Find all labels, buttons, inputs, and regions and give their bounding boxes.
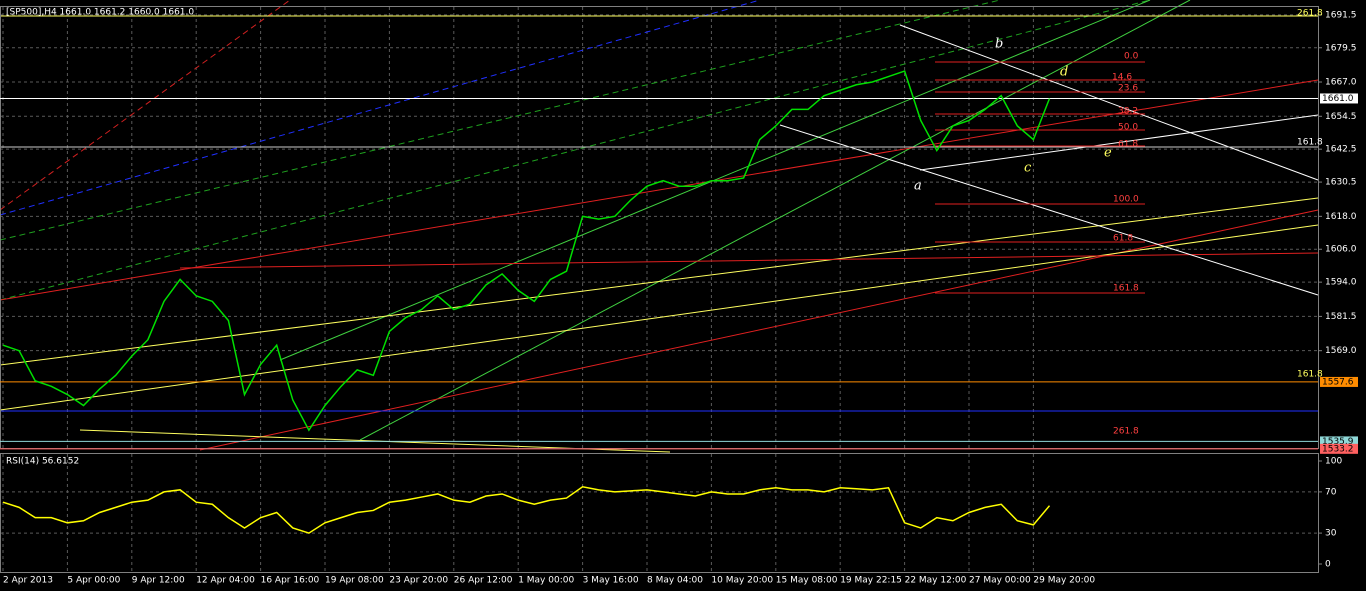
price-label-box: [1320, 436, 1358, 447]
price-label-box: [1320, 443, 1358, 454]
x-tick-label: 12 Apr 04:00: [196, 576, 255, 586]
y-tick-label: 1606.0: [1325, 245, 1357, 255]
x-tick-label: 5 Apr 00:00: [67, 576, 120, 586]
y-tick-label: 1594.0: [1325, 278, 1357, 288]
x-tick-label: 16 Apr 16:00: [261, 576, 320, 586]
x-tick-label: 15 May 08:00: [776, 576, 838, 586]
price-label: 1533.2: [1322, 444, 1354, 454]
rsi-y-tick-label: 30: [1325, 529, 1337, 539]
trendline: [199, 209, 1319, 451]
x-tick-label: 19 Apr 08:00: [325, 576, 384, 586]
trendline: [0, 79, 1319, 301]
x-tick-label: 19 May 22:15: [840, 576, 902, 586]
wave-label: a: [914, 179, 922, 194]
x-tick-label: 26 Apr 12:00: [454, 576, 513, 586]
trendline: [0, 0, 1001, 241]
trendline: [919, 114, 1319, 171]
fib-label: 261.8: [1113, 427, 1139, 437]
price-label: 1535.9: [1322, 437, 1354, 447]
fib-label: 23.6: [1118, 84, 1138, 94]
price-label-box: [1320, 376, 1358, 387]
fib-label: 61.8: [1113, 234, 1133, 244]
y-tick-label: 1679.5: [1325, 43, 1357, 53]
price-label: 1557.6: [1322, 377, 1354, 387]
x-tick-label: 27 May 00:00: [969, 576, 1031, 586]
rsi-y-tick-label: 0: [1325, 560, 1331, 570]
fib-label: 161.8: [1297, 370, 1323, 380]
fib-label: 61.8: [1118, 140, 1138, 150]
fib-label: 38.2: [1118, 107, 1138, 117]
channel: [359, 0, 1191, 441]
fib-label: 161.8: [1297, 138, 1323, 148]
wave-label: c: [1024, 161, 1032, 176]
rsi-panel-frame: [0, 453, 1319, 573]
x-tick-label: 1 May 00:00: [518, 576, 574, 586]
y-tick-label: 1569.0: [1325, 346, 1357, 356]
trendline: [899, 24, 1319, 181]
price-label-box: [1320, 93, 1358, 104]
x-tick-label: 9 Apr 12:00: [132, 576, 185, 586]
x-tick-label: 23 Apr 20:00: [389, 576, 448, 586]
chart-title: [SP500],H4 1661.0 1661.2 1660.0 1661.0: [6, 8, 194, 18]
y-tick-label: 1618.0: [1325, 212, 1357, 222]
price-label: 1661.0: [1322, 94, 1354, 104]
fib-label: 261.8: [1297, 9, 1323, 19]
fib-label: 100.0: [1113, 195, 1139, 205]
trendline: [0, 0, 761, 216]
wave-label: b: [995, 37, 1003, 52]
rsi-y-tick-label: 100: [1325, 457, 1342, 467]
x-tick-label: 8 May 04:00: [647, 576, 703, 586]
wave-label: d: [1060, 65, 1068, 80]
x-tick-label: 10 May 20:00: [711, 576, 773, 586]
trendline: [779, 124, 1319, 296]
y-tick-label: 1642.5: [1325, 145, 1357, 155]
y-tick-label: 1654.5: [1325, 112, 1357, 122]
rsi-title: RSI(14) 56.6152: [6, 457, 79, 467]
x-tick-label: 3 May 16:00: [583, 576, 639, 586]
fib-label: 0.0: [1124, 52, 1139, 62]
trendline: [0, 0, 1151, 301]
trendline: [179, 252, 1319, 269]
fib-label: 161.8: [1113, 284, 1139, 294]
rsi-line: [2, 485, 1051, 534]
x-tick-label: 22 May 12:00: [905, 576, 967, 586]
y-tick-label: 1581.5: [1325, 312, 1357, 322]
y-tick-label: 1630.5: [1325, 178, 1357, 188]
trendlines: [0, 0, 1319, 453]
y-tick-label: 1691.5: [1325, 10, 1357, 20]
x-tick-label: 2 Apr 2013: [3, 576, 53, 586]
fib-label: 14.6: [1112, 73, 1132, 83]
x-tick-label: 29 May 20:00: [1033, 576, 1095, 586]
fib-label: 50.0: [1118, 123, 1138, 133]
price-line: [2, 70, 1051, 432]
y-tick-label: 1667.0: [1325, 78, 1357, 88]
rsi-y-tick-label: 70: [1325, 487, 1337, 497]
wave-label: e: [1104, 146, 1112, 161]
